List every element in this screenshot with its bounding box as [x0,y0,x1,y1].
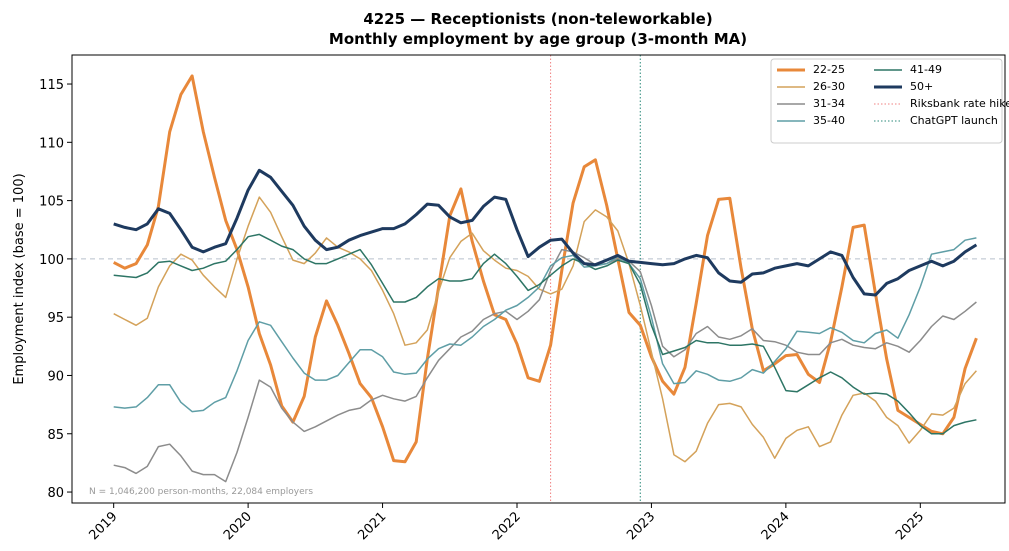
legend-label: ChatGPT launch [910,114,998,127]
legend-label: 31-34 [813,97,845,110]
x-tick-label: 2020 [221,509,255,543]
series-line [113,237,977,413]
y-tick-label: 105 [39,195,64,210]
series-line [113,233,977,435]
y-tick-label: 100 [39,253,64,268]
y-tick-label: 95 [47,311,64,326]
x-tick-label: 2025 [893,509,927,543]
plot-frame [71,54,1006,504]
legend-box [770,58,1003,144]
y-tick-label: 85 [47,428,64,443]
legend-label: 22-25 [813,63,845,76]
y-tick-label: 90 [47,369,64,384]
y-tick-label: 115 [39,78,64,93]
series-line [113,248,977,483]
y-tick-label: 80 [47,486,64,501]
annotation: N = 1,046,200 person-months, 22,084 empl… [89,487,313,497]
x-tick-label: 2023 [624,509,658,543]
chart-title: 4225 — Receptionists (non-teleworkable) [363,10,712,28]
y-tick-label: 110 [39,136,64,151]
legend-label: 35-40 [813,114,845,127]
legend-label: 41-49 [910,63,942,76]
x-tick-label: 2019 [86,509,120,543]
y-axis-label: Employment index (base = 100) [12,173,27,384]
legend-label: 26-30 [813,80,845,93]
chart-subtitle: Monthly employment by age group (3-month… [329,30,747,48]
series-line [113,196,977,463]
legend-label: Riksbank rate hike [910,97,1009,110]
legend-label: 50+ [910,80,933,93]
x-tick-label: 2021 [355,509,389,543]
x-tick-label: 2024 [759,509,793,543]
series-line [113,168,978,297]
x-tick-label: 2022 [490,509,524,543]
